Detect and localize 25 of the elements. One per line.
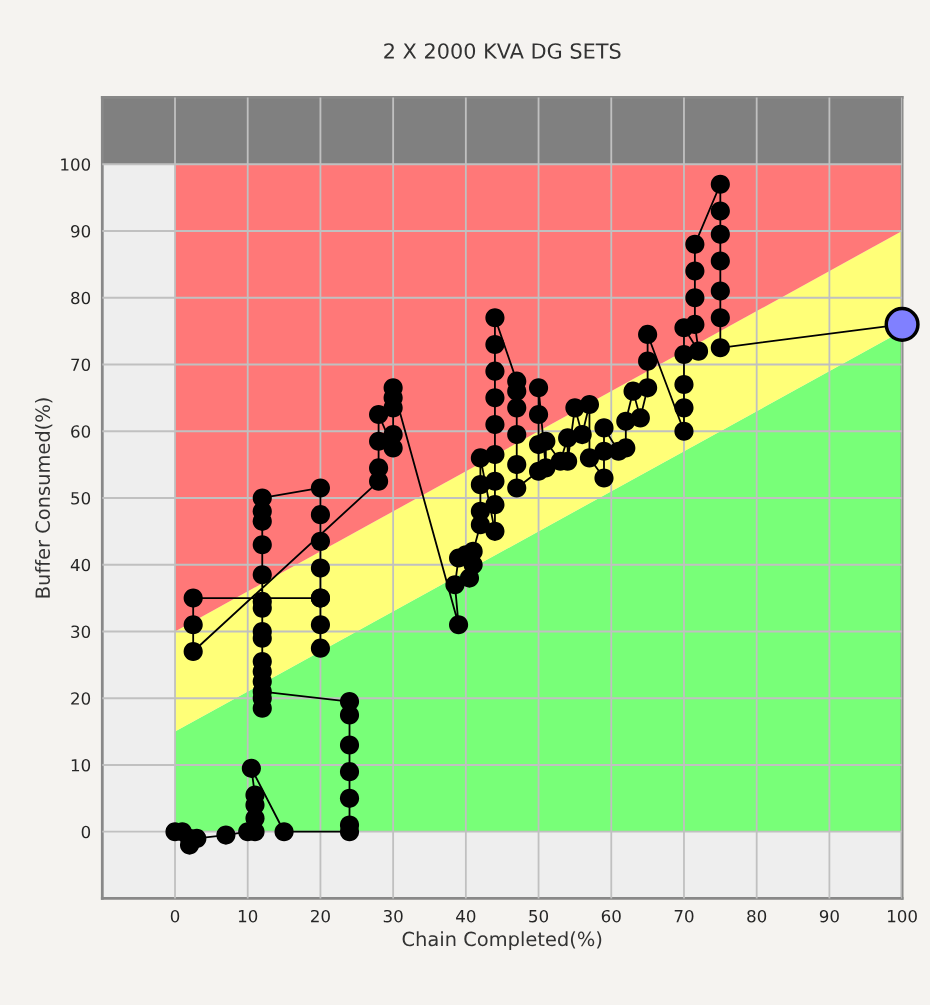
y-tick-label: 60 — [71, 425, 91, 438]
chart-title: 2 X 2000 KVA DG SETS — [384, 43, 621, 59]
y-tick-label: 50 — [71, 491, 91, 505]
y-axis-title: Buffer Consumed(%) — [35, 398, 53, 598]
x-tick-label: 100 — [888, 909, 917, 923]
y-tick-label: 10 — [71, 758, 91, 772]
y-tick-label: 70 — [71, 358, 91, 372]
y-tick-label: 100 — [61, 158, 91, 171]
x-tick-label: 20 — [311, 909, 330, 923]
y-tick-label: 30 — [71, 625, 91, 639]
x-tick-label: 0 — [170, 909, 180, 923]
x-tick-label: 40 — [456, 909, 476, 923]
x-tick-label: 50 — [529, 909, 549, 923]
x-tick-label: 30 — [383, 909, 403, 923]
y-tick-label: 90 — [71, 224, 91, 238]
x-axis-title: Chain Completed(%) — [402, 931, 602, 951]
x-tick-label: 70 — [674, 909, 694, 923]
y-tick-label: 20 — [71, 692, 91, 705]
x-tick-label: 90 — [819, 909, 839, 923]
y-tick-label: 0 — [81, 825, 91, 839]
x-tick-label: 10 — [238, 909, 258, 923]
y-tick-label: 40 — [70, 558, 91, 572]
y-tick-label: 80 — [71, 291, 91, 305]
x-tick-label: 80 — [747, 909, 767, 923]
x-tick-label: 60 — [601, 909, 621, 923]
